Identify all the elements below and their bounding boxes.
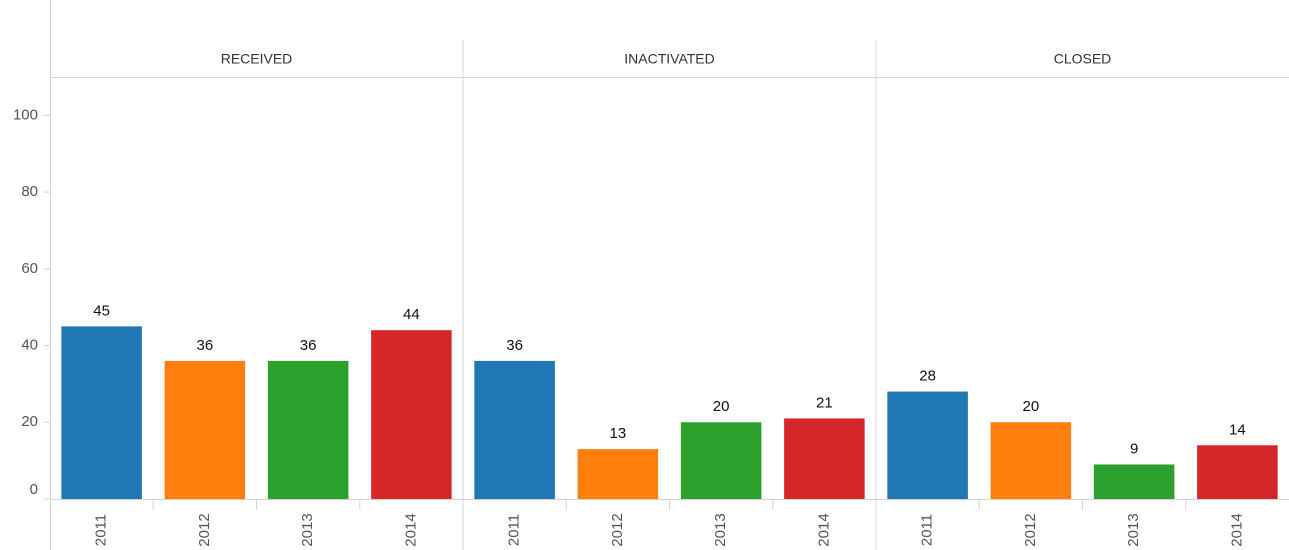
value-label: 9 bbox=[1130, 440, 1138, 457]
bar bbox=[164, 360, 246, 499]
bar bbox=[680, 422, 762, 499]
panel-title: CLOSED bbox=[1054, 51, 1112, 67]
bar bbox=[61, 326, 142, 499]
bar bbox=[267, 360, 349, 499]
value-label: 28 bbox=[919, 368, 936, 385]
value-label: 13 bbox=[610, 425, 627, 442]
y-tick-label: 80 bbox=[21, 183, 38, 200]
x-tick-label: 2013 bbox=[1125, 513, 1142, 546]
value-label: 20 bbox=[713, 398, 730, 415]
bar bbox=[887, 391, 968, 499]
x-tick-label: 2011 bbox=[93, 514, 110, 546]
x-tick-label: 2014 bbox=[402, 513, 419, 546]
value-label: 45 bbox=[93, 302, 110, 319]
value-label: 44 bbox=[403, 306, 420, 323]
value-label: 21 bbox=[816, 394, 833, 411]
x-tick-label: 2012 bbox=[1022, 513, 1039, 546]
y-tick-label: 60 bbox=[21, 260, 38, 277]
panel-title: INACTIVATED bbox=[624, 51, 715, 67]
panel-title: RECEIVED bbox=[221, 51, 293, 67]
x-tick-label: 2014 bbox=[815, 513, 832, 546]
bar bbox=[1197, 445, 1278, 499]
x-tick-label: 2012 bbox=[196, 513, 213, 546]
y-tick-label: 0 bbox=[30, 481, 38, 498]
value-label: 36 bbox=[300, 337, 317, 354]
bar bbox=[577, 449, 659, 499]
x-tick-label: 2012 bbox=[609, 513, 626, 546]
bar bbox=[990, 422, 1072, 499]
y-tick-label: 20 bbox=[21, 413, 38, 430]
x-tick-label: 2011 bbox=[506, 514, 523, 546]
bar bbox=[371, 330, 452, 499]
y-tick-label: 40 bbox=[21, 337, 38, 354]
bar bbox=[474, 360, 555, 499]
value-label: 14 bbox=[1229, 421, 1246, 438]
x-tick-label: 2011 bbox=[919, 514, 936, 546]
bar bbox=[1093, 464, 1175, 499]
bar bbox=[784, 418, 865, 499]
value-label: 20 bbox=[1023, 398, 1040, 415]
value-label: 36 bbox=[506, 337, 523, 354]
x-tick-label: 2013 bbox=[712, 513, 729, 546]
x-tick-label: 2013 bbox=[299, 513, 316, 546]
value-label: 36 bbox=[197, 337, 214, 354]
x-tick-label: 2014 bbox=[1228, 513, 1245, 546]
y-tick-label: 100 bbox=[13, 106, 38, 123]
